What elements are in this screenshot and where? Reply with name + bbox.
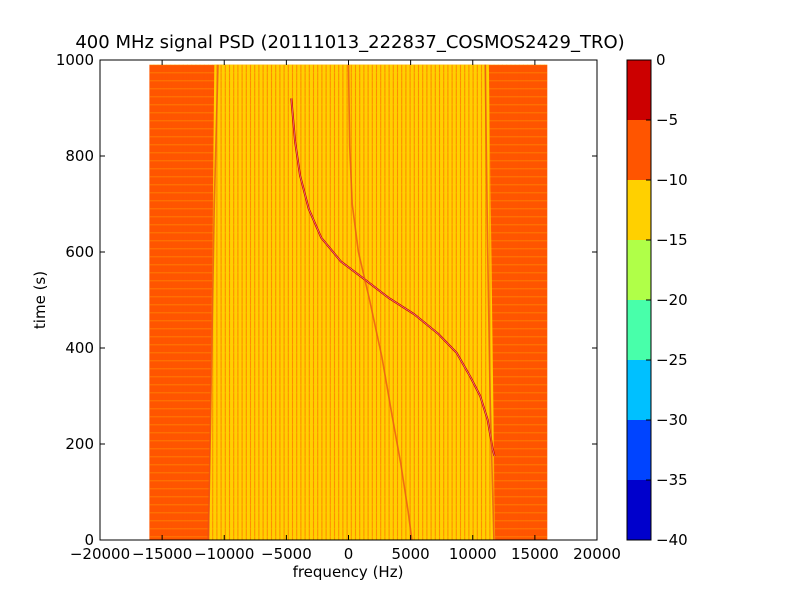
colorbar-tick-label: −15: [656, 231, 688, 249]
colorbar-tick-label: −5: [656, 111, 678, 129]
secondary-trace: [484, 64, 495, 540]
y-axis: 0 200 400 600 800 1000: [56, 51, 597, 549]
x-tick-label: 5000: [392, 545, 430, 563]
plot-area: −20000 −15000 −10000 −5000 0 5000 10000 15000 20…: [56, 51, 621, 563]
y-tick-label: 400: [65, 339, 94, 357]
colorbar-tick-label: −30: [656, 411, 688, 429]
colorbar-segment: [627, 300, 651, 360]
x-tick-label: −5000: [261, 545, 312, 563]
colorbar-segment: [627, 420, 651, 480]
signal-traces: [207, 64, 496, 540]
x-tick-label: 10000: [449, 545, 497, 563]
x-tick-label: 15000: [511, 545, 559, 563]
x-tick-label: −20000: [70, 545, 130, 563]
x-axis-label: frequency (Hz): [293, 563, 404, 581]
colorbar: −40 −35 −30 −25 −20 −15 −10 −5 0: [626, 51, 688, 549]
satellite-signal-trace-highlight: [291, 98, 495, 457]
colorbar-segment: [627, 60, 651, 120]
y-tick-label: 1000: [56, 51, 94, 69]
y-tick-label: 0: [84, 531, 94, 549]
colorbar-segment: [627, 120, 651, 180]
x-tick-label: −10000: [194, 545, 254, 563]
y-tick-label: 600: [65, 243, 94, 261]
secondary-trace: [207, 64, 219, 540]
x-tick-label: 20000: [573, 545, 621, 563]
colorbar-tick-label: −40: [656, 531, 688, 549]
x-tick-label: −15000: [132, 545, 192, 563]
colorbar-tick-label: −35: [656, 471, 688, 489]
colorbar-tick-label: −25: [656, 351, 688, 369]
chart-title: 400 MHz signal PSD (20111013_222837_COSM…: [75, 32, 624, 53]
y-axis-label: time (s): [31, 271, 49, 329]
colorbar-segment: [627, 180, 651, 240]
colorbar-segment: [627, 480, 651, 540]
colorbar-segment: [627, 240, 651, 300]
x-axis: −20000 −15000 −10000 −5000 0 5000 10000 15000 20…: [70, 60, 621, 563]
x-tick-label: 0: [344, 545, 354, 563]
secondary-trace: [347, 64, 413, 540]
colorbar-tick-label: 0: [656, 51, 666, 69]
colorbar-segment: [627, 360, 651, 420]
psd-inner-band: [209, 64, 496, 540]
colorbar-tick-label: −20: [656, 291, 688, 309]
colorbar-tick-label: −10: [656, 171, 688, 189]
y-tick-label: 200: [65, 435, 94, 453]
y-tick-label: 800: [65, 147, 94, 165]
